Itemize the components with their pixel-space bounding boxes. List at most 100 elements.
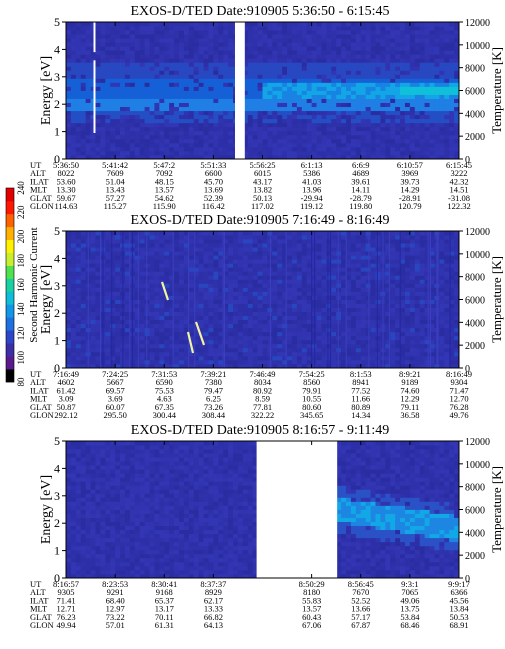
spectrogram-cell [237, 363, 244, 369]
spectrogram-cell [149, 82, 155, 87]
spectrogram-cell [134, 98, 141, 103]
spectrogram-cell [228, 283, 234, 288]
spectrogram-cell [139, 90, 145, 95]
spectrogram-cell [385, 70, 391, 75]
spectrogram-cell [228, 138, 234, 144]
spectrogram-cell [346, 106, 352, 112]
spectrogram-cell [277, 82, 283, 87]
spectrogram-cell [316, 259, 322, 264]
spectrogram-cell [139, 26, 145, 31]
spectrogram-cell [262, 351, 268, 357]
spectrogram-cell [296, 90, 303, 95]
spectrogram-cell [296, 50, 303, 55]
spectrogram-cell [242, 347, 249, 353]
spectrogram-cell [375, 134, 381, 140]
spectrogram-cell [434, 38, 440, 43]
spectrogram-cell [115, 122, 121, 128]
table-cell: 115.27 [104, 201, 127, 211]
spectrogram-cell [95, 331, 101, 337]
spectrogram-cell [174, 114, 180, 120]
spectrogram-cell [375, 122, 381, 128]
spectrogram-cell [85, 106, 91, 112]
spectrogram-cell [164, 110, 170, 116]
spectrogram-cell [164, 62, 170, 67]
spectrogram-cell [154, 130, 160, 136]
spectrogram-cell [365, 359, 371, 365]
spectrogram-cell [188, 263, 195, 268]
spectrogram-cell [237, 307, 244, 312]
spectrogram-cell [134, 106, 141, 112]
spectrogram-cell [306, 138, 313, 144]
spectrogram-cell [365, 291, 371, 296]
spectrogram-cell [183, 259, 190, 264]
spectrogram-cell [355, 118, 362, 124]
spectrogram-cell [70, 323, 77, 329]
spectrogram-cell [115, 66, 121, 71]
spectrogram-cell [193, 98, 200, 103]
spectrogram-cell [134, 271, 141, 276]
spectrogram-cell [439, 82, 445, 87]
spectrogram-cell [85, 102, 91, 108]
spectrogram-cell [449, 82, 455, 87]
spectrogram-cell [350, 146, 357, 152]
spectrogram-cell [247, 134, 254, 140]
spectrogram-cell [178, 311, 185, 317]
spectrogram-cell [70, 247, 77, 252]
spectrogram-cell [105, 259, 111, 264]
spectrogram-cell [336, 299, 342, 304]
spectrogram-cell [174, 359, 180, 365]
spectrogram-cell [110, 235, 116, 240]
spectrogram-cell [154, 275, 160, 280]
spectrogram-cell [80, 319, 87, 325]
spectrogram-cell [66, 315, 72, 321]
spectrogram-cell [257, 50, 263, 55]
table-cell: 120.79 [398, 201, 421, 211]
spectrogram-cell [321, 78, 327, 83]
spectrogram-cell [262, 150, 268, 156]
spectrogram-cell [213, 46, 219, 51]
spectrogram-cell [110, 251, 116, 256]
spectrogram-cell [115, 311, 121, 317]
spectrogram-cell [218, 126, 224, 132]
spectrogram-cell [164, 359, 170, 365]
spectrogram-cell [134, 22, 141, 27]
spectrogram-cell [360, 86, 367, 91]
spectrogram-cell [355, 331, 362, 337]
spectrogram-cell [183, 275, 190, 280]
spectrogram-cell [355, 351, 362, 357]
spectrogram-cell [395, 58, 401, 63]
spectrogram-cell [75, 247, 82, 252]
spectrogram-cell [277, 122, 283, 128]
spectrogram-cell [169, 303, 175, 308]
spectrogram-cell [267, 42, 273, 47]
spectrogram-cell [228, 34, 234, 39]
spectrogram-cell [375, 287, 381, 292]
spectrogram-cell [287, 279, 293, 284]
spectrogram-cell [198, 150, 204, 156]
spectrogram-cell [75, 255, 82, 260]
spectrogram-cell [242, 363, 249, 369]
spectrogram-cell [277, 118, 283, 124]
spectrogram-cell [149, 299, 155, 304]
y2-tick-label: 4000 [465, 109, 485, 120]
spectrogram-cell [110, 114, 116, 120]
spectrogram-cell [144, 126, 150, 132]
spectrogram-cell [203, 122, 209, 128]
spectrogram-cell [404, 58, 411, 63]
spectrogram-cell [454, 106, 460, 112]
spectrogram-cell [272, 82, 278, 87]
spectrogram-cell [159, 142, 165, 148]
spectrogram-cell [149, 287, 155, 292]
spectrogram-cell [429, 82, 435, 87]
spectrogram-cell [124, 118, 131, 124]
spectrogram-cell [252, 347, 258, 353]
spectrogram-cell [375, 114, 381, 120]
spectrogram-cell [355, 154, 362, 160]
spectrogram-cell [282, 114, 288, 120]
spectrogram-cell [301, 98, 308, 103]
spectrogram-cell [129, 22, 136, 27]
spectrogram-cell [213, 303, 219, 308]
spectrogram-cell [124, 295, 131, 300]
spectrogram-cell [301, 291, 308, 296]
spectrogram-cell [237, 323, 244, 329]
